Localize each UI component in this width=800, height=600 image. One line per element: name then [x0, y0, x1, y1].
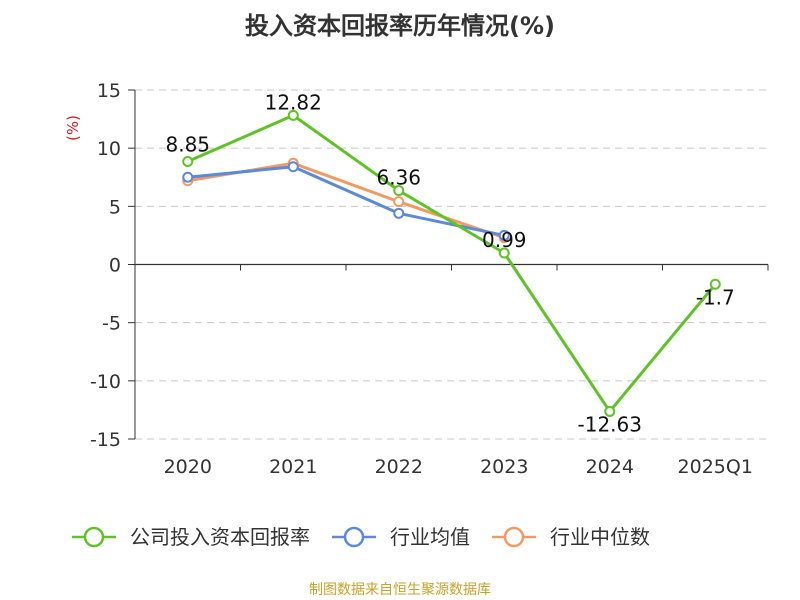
x-tick-label: 2024	[586, 456, 634, 478]
x-tick-label: 2022	[375, 456, 423, 478]
series-line	[187, 113, 717, 413]
legend-label: 公司投入资本回报率	[130, 525, 310, 549]
legend-label: 行业中位数	[550, 525, 650, 549]
data-point	[182, 156, 194, 168]
data-point	[182, 171, 194, 183]
gridlines	[135, 89, 768, 440]
data-point	[393, 196, 405, 208]
y-tick-label: 15	[97, 80, 121, 102]
x-tick-label: 2023	[480, 456, 528, 478]
data-point	[287, 109, 299, 121]
data-point	[709, 278, 721, 290]
legend-marker	[83, 526, 105, 548]
y-tick-label: 10	[97, 138, 121, 160]
y-tick-label: -10	[90, 371, 121, 393]
data-label: 8.85	[165, 133, 210, 157]
y-axis-label: (%)	[64, 115, 82, 141]
y-tick-label: 5	[109, 196, 121, 218]
legend-label: 行业均值	[390, 525, 470, 549]
data-label: 6.36	[376, 166, 421, 190]
data-point	[393, 207, 405, 219]
y-tick-label: 0	[109, 255, 121, 277]
data-label: -1.7	[696, 285, 735, 309]
series-line	[187, 165, 505, 237]
data-labels: 8.85 12.82 6.36 0.99 -12.63 -1.7	[165, 90, 734, 436]
axes	[128, 89, 769, 440]
chart-title: 投入资本回报率历年情况(%)	[245, 12, 555, 40]
y-tick-label: -15	[90, 429, 121, 451]
series-group	[182, 109, 721, 417]
data-point	[287, 161, 299, 173]
x-tick-label: 2025Q1	[678, 456, 753, 478]
data-point	[498, 247, 510, 259]
data-point	[604, 405, 616, 417]
x-tick-label: 2020	[164, 456, 212, 478]
x-tick-label: 2021	[269, 456, 317, 478]
y-tick-label: -5	[102, 313, 121, 335]
data-label: 12.82	[265, 90, 322, 114]
data-label: 0.99	[482, 228, 527, 252]
tick-labels: 15 10 5 0 -5 -10 -15 2020 2021 2022 2023 2024 2025Q1…	[64, 80, 753, 478]
legend: 公司投入资本回报率 行业均值 行业中位数	[72, 525, 650, 549]
legend-marker	[503, 526, 525, 548]
data-point	[498, 229, 510, 241]
data-point	[393, 185, 405, 197]
legend-marker	[343, 526, 365, 548]
source-footer: 制图数据来自恒生聚源数据库	[309, 582, 491, 598]
data-label: -12.63	[578, 412, 642, 436]
